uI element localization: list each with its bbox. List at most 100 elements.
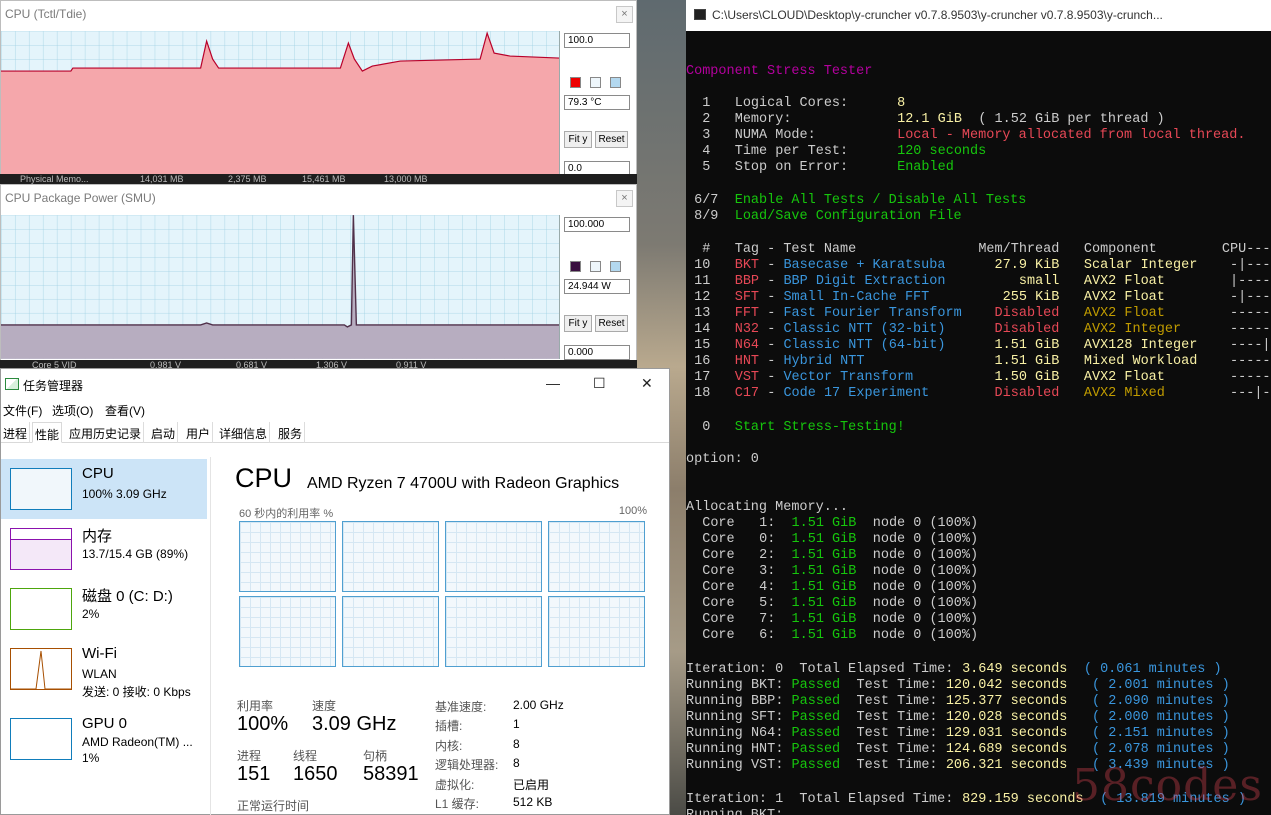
info-value: 1: [513, 717, 520, 731]
console-text: -: [767, 386, 776, 401]
speed-value: 3.09 GHz: [312, 713, 397, 735]
hwinfo-temp-graph-window[interactable]: CPU (Tctl/Tdie) × 100.0 79.3 °C Fit y Re…: [0, 0, 637, 176]
resource-disk[interactable]: 磁盘 0 (C: D:) 2%: [1, 579, 207, 639]
menu-view[interactable]: 查看(V): [105, 404, 145, 418]
console-window[interactable]: C:\Users\CLOUD\Desktop\y-cruncher v0.7.8…: [686, 0, 1271, 815]
close-button[interactable]: ×: [616, 190, 633, 207]
sensor-value: 13,000 MB: [384, 174, 428, 184]
console-text: 13: [694, 306, 711, 321]
console-text: -----: [1230, 370, 1271, 385]
console-text: Core: [702, 532, 735, 547]
console-text: 3: [759, 564, 768, 579]
console-text: Passed: [791, 678, 841, 693]
line-color-chip[interactable]: [570, 261, 581, 272]
console-text: :: [775, 742, 784, 757]
console-text: Logical Cores:: [734, 96, 849, 111]
console-text: 4: [702, 144, 711, 159]
handles-value: 58391: [363, 763, 419, 785]
core-graph: [548, 596, 645, 667]
reset-button[interactable]: Reset: [595, 315, 628, 332]
resource-name: 内存: [82, 528, 113, 545]
console-text: -: [767, 290, 776, 305]
console-text: 6/7: [694, 193, 719, 208]
console-text: BKT: [750, 678, 776, 693]
console-text: Enable All Tests / Disable All Tests: [734, 193, 1027, 208]
tab-startup[interactable]: 启动: [149, 422, 179, 443]
info-key: 虚拟化:: [435, 778, 475, 792]
info-key: L1 缓存:: [435, 797, 480, 811]
console-text: Test Time:: [856, 678, 938, 693]
info-value: 已启用: [513, 778, 550, 792]
console-text: Running: [686, 678, 743, 693]
resource-memory[interactable]: 内存 13.7/15.4 GB (89%): [1, 519, 207, 579]
console-text: 1.51 GiB: [791, 628, 857, 643]
console-text: #: [702, 242, 711, 257]
resource-detail: 100% 3.09 GHz: [82, 487, 167, 501]
tab-details[interactable]: 详细信息: [217, 422, 271, 443]
console-text: 1: [702, 96, 711, 111]
graph-title: CPU Package Power (SMU): [5, 191, 156, 205]
fit-y-button[interactable]: Fit y: [564, 131, 592, 148]
console-text: Core: [702, 596, 735, 611]
fit-y-button[interactable]: Fit y: [564, 315, 592, 332]
grid-color-chip[interactable]: [610, 77, 621, 88]
console-text: ( 3.439 minutes ): [1092, 758, 1230, 773]
close-button[interactable]: ×: [616, 6, 633, 23]
console-text: 1.51 GiB: [994, 338, 1060, 353]
console-text: -----: [1230, 322, 1271, 337]
max-value-box[interactable]: 100.0: [564, 33, 630, 48]
console-text: node 0 (100%): [872, 564, 979, 579]
console-text: 1.51 GiB: [791, 548, 857, 563]
min-value-box[interactable]: 0.000: [564, 345, 630, 360]
resource-wifi[interactable]: Wi-Fi WLAN 发送: 0 接收: 0 Kbps: [1, 639, 207, 699]
reset-button[interactable]: Reset: [595, 131, 628, 148]
tab-users[interactable]: 用户: [184, 422, 214, 443]
console-text: C17: [734, 386, 760, 401]
sensor-row-peek: Core 5 VID 0.981 V 0.681 V 1.306 V 0.911…: [0, 360, 637, 370]
menu-file[interactable]: 文件(F): [3, 404, 43, 418]
console-text: CPU---: [1221, 242, 1271, 257]
console-text: Passed: [791, 742, 841, 757]
console-text: Load/Save Configuration File: [734, 209, 962, 224]
console-text: Local - Memory allocated from local thre…: [897, 128, 1246, 143]
close-button[interactable]: ✕: [641, 375, 653, 391]
console-heading: Component Stress Tester: [686, 64, 873, 79]
tab-services[interactable]: 服务: [276, 422, 306, 443]
current-value-box: 24.944 W: [564, 279, 630, 294]
console-text: Classic NTT (64-bit): [783, 338, 946, 353]
graph-controls: 100.0 79.3 °C Fit y Reset 0.0: [562, 31, 636, 181]
console-text: Core: [702, 516, 735, 531]
power-line: [1, 215, 559, 328]
line-color-chip[interactable]: [570, 77, 581, 88]
tab-processes[interactable]: 进程: [1, 422, 31, 443]
grid-color-chip[interactable]: [610, 261, 621, 272]
power-area: [1, 215, 559, 359]
resource-gpu[interactable]: GPU 0 AMD Radeon(TM) ... 1%: [1, 709, 207, 769]
minimize-button[interactable]: —: [546, 375, 560, 391]
gpu-mini-graph: [10, 718, 72, 760]
core-graph: [342, 521, 439, 592]
resource-cpu[interactable]: CPU 100% 3.09 GHz: [1, 459, 207, 519]
console-text: 0: [702, 420, 711, 435]
console-text: 1.51 GiB: [791, 564, 857, 579]
core-graph: [445, 596, 542, 667]
console-title: C:\Users\CLOUD\Desktop\y-cruncher v0.7.8…: [712, 8, 1163, 22]
console-text: BBP: [750, 694, 776, 709]
max-value-box[interactable]: 100.000: [564, 217, 630, 232]
bg-color-chip[interactable]: [590, 261, 601, 272]
hwinfo-power-graph-window[interactable]: CPU Package Power (SMU) × 100.000 24.944…: [0, 184, 637, 362]
tab-app-history[interactable]: 应用历史记录: [67, 422, 145, 443]
processes-value: 151: [237, 763, 271, 785]
bg-color-chip[interactable]: [590, 77, 601, 88]
maximize-button[interactable]: ☐: [593, 375, 606, 391]
menu-options[interactable]: 选项(O): [52, 404, 94, 418]
tab-performance[interactable]: 性能: [32, 422, 63, 443]
info-key: 逻辑处理器:: [435, 758, 499, 772]
task-manager-window[interactable]: 任务管理器 — ☐ ✕ 文件(F) 选项(O) 查看(V) 进程 性能 应用历史…: [0, 368, 670, 815]
console-text: Memory:: [734, 112, 792, 127]
console-text: AVX2 Float: [1083, 290, 1165, 305]
resource-detail: 发送: 0 接收: 0 Kbps: [82, 685, 191, 699]
console-text: ( 2.078 minutes ): [1092, 742, 1230, 757]
window-title: 任务管理器: [23, 379, 84, 393]
console-text: :: [775, 678, 784, 693]
